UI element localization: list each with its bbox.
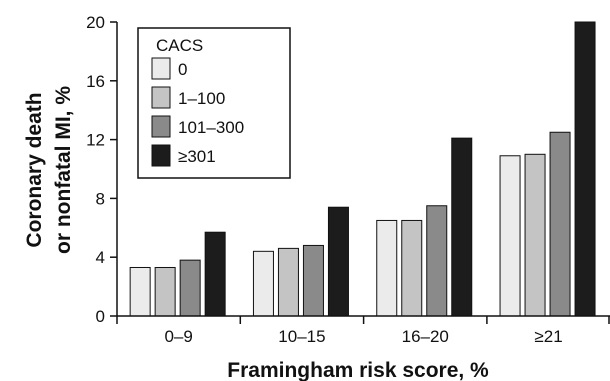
bar bbox=[451, 137, 473, 317]
legend-swatch bbox=[151, 57, 171, 80]
bar bbox=[524, 153, 546, 317]
bar bbox=[549, 131, 571, 317]
bar bbox=[426, 205, 448, 317]
x-tick-label: 10–15 bbox=[278, 327, 325, 346]
x-tick-label: 16–20 bbox=[402, 327, 449, 346]
bar bbox=[179, 259, 201, 317]
bar bbox=[302, 244, 324, 317]
bar bbox=[376, 219, 398, 317]
y-tick-label: 4 bbox=[96, 248, 105, 267]
bar bbox=[129, 266, 151, 317]
y-tick-label: 12 bbox=[86, 131, 105, 150]
y-ticks: 0 4 8 12 16 20 bbox=[86, 13, 117, 326]
y-axis-title-line1: Coronary death bbox=[23, 92, 46, 247]
legend-swatch bbox=[151, 115, 171, 138]
legend-label: ≥301 bbox=[178, 147, 216, 166]
y-axis-title-line2: or nonfatal MI, % bbox=[52, 86, 75, 254]
legend-label: 0 bbox=[178, 60, 187, 79]
y-tick-label: 16 bbox=[86, 72, 105, 91]
bar bbox=[401, 219, 423, 317]
x-ticks: 0–9 10–15 16–20 ≥21 bbox=[116, 316, 610, 346]
bar bbox=[204, 231, 226, 317]
bar bbox=[574, 21, 596, 317]
legend: CACS 0 1–100 101–300 ≥301 bbox=[137, 27, 291, 179]
y-tick-label: 8 bbox=[96, 189, 105, 208]
legend-swatch bbox=[151, 144, 171, 167]
bars-layer bbox=[129, 21, 596, 317]
x-tick-label: 0–9 bbox=[164, 327, 192, 346]
bar bbox=[327, 206, 349, 317]
y-tick-label: 20 bbox=[86, 13, 105, 32]
legend-swatch bbox=[151, 86, 171, 109]
x-axis-title: Framingham risk score, % bbox=[227, 359, 489, 381]
bar bbox=[252, 250, 274, 317]
legend-label: 101–300 bbox=[178, 118, 244, 137]
legend-items: 0 1–100 101–300 ≥301 bbox=[151, 57, 244, 167]
y-tick-label: 0 bbox=[96, 307, 105, 326]
legend-label: 1–100 bbox=[178, 89, 225, 108]
bar bbox=[154, 266, 176, 317]
legend-title: CACS bbox=[156, 36, 203, 55]
bar bbox=[277, 247, 299, 317]
bar bbox=[499, 155, 521, 317]
x-tick-label: ≥21 bbox=[534, 327, 562, 346]
